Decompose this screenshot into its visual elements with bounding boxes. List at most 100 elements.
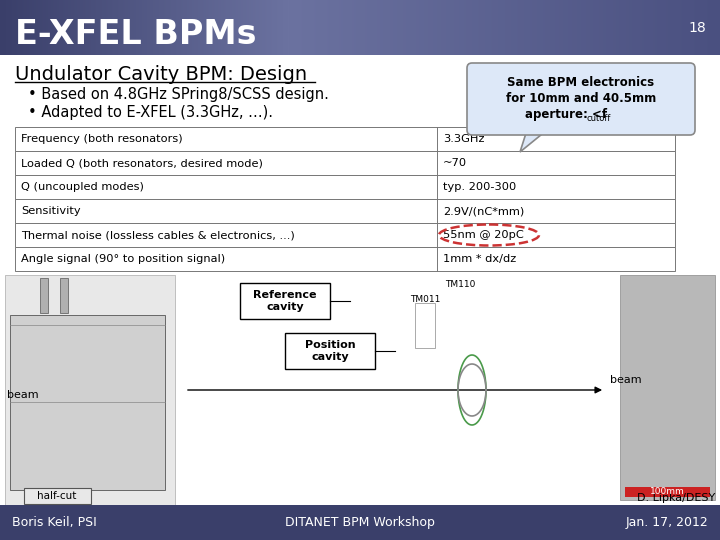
Bar xyxy=(0,33,720,34)
Bar xyxy=(0,6,720,7)
Bar xyxy=(15,151,675,175)
Bar xyxy=(0,16,720,17)
Bar xyxy=(0,7,720,8)
Bar xyxy=(0,27,720,28)
Text: Q (uncoupled modes): Q (uncoupled modes) xyxy=(21,182,144,192)
Bar xyxy=(40,278,48,313)
Text: cutoff: cutoff xyxy=(587,114,611,123)
Bar xyxy=(0,48,720,49)
Polygon shape xyxy=(520,130,547,152)
Text: TM110: TM110 xyxy=(445,280,475,289)
Bar xyxy=(0,24,720,25)
Bar xyxy=(625,487,710,497)
Bar xyxy=(0,15,720,16)
Bar xyxy=(0,11,720,12)
Text: Same BPM electronics: Same BPM electronics xyxy=(508,76,654,89)
Bar xyxy=(0,32,720,33)
Bar xyxy=(0,26,720,27)
Bar xyxy=(0,52,720,53)
FancyBboxPatch shape xyxy=(467,63,695,135)
Bar xyxy=(0,40,720,41)
Bar xyxy=(60,278,68,313)
Bar xyxy=(0,46,720,47)
Bar xyxy=(0,50,720,51)
Text: Sensitivity: Sensitivity xyxy=(21,206,81,216)
Text: Loaded Q (both resonators, desired mode): Loaded Q (both resonators, desired mode) xyxy=(21,158,263,168)
Bar xyxy=(0,42,720,43)
Text: 2.9V/(nC*mm): 2.9V/(nC*mm) xyxy=(443,206,524,216)
Bar xyxy=(0,21,720,22)
Bar xyxy=(0,8,720,9)
Text: D. Lipka/DESY: D. Lipka/DESY xyxy=(636,493,715,503)
Bar xyxy=(0,2,720,3)
Bar xyxy=(0,28,720,29)
Bar xyxy=(0,10,720,11)
Bar xyxy=(0,30,720,31)
Text: 3.3GHz: 3.3GHz xyxy=(443,134,485,144)
Text: Position
cavity: Position cavity xyxy=(305,340,355,362)
Text: typ. 200-300: typ. 200-300 xyxy=(443,182,516,192)
Bar xyxy=(0,18,720,19)
Text: Angle signal (90° to position signal): Angle signal (90° to position signal) xyxy=(21,254,225,264)
Bar xyxy=(0,14,720,15)
Bar xyxy=(0,35,720,36)
Bar xyxy=(0,3,720,4)
Bar xyxy=(0,34,720,35)
Bar xyxy=(0,47,720,48)
Bar xyxy=(0,41,720,42)
Text: Jan. 17, 2012: Jan. 17, 2012 xyxy=(625,516,708,529)
Bar xyxy=(0,13,720,14)
Bar xyxy=(0,51,720,52)
Bar xyxy=(0,36,720,37)
Text: ~70: ~70 xyxy=(443,158,467,168)
Bar xyxy=(0,54,720,55)
Bar xyxy=(0,37,720,38)
Text: beam: beam xyxy=(7,389,39,400)
Text: 55nm @ 20pC: 55nm @ 20pC xyxy=(443,230,523,240)
Bar xyxy=(5,275,175,505)
Text: E-XFEL BPMs: E-XFEL BPMs xyxy=(15,17,256,51)
Bar xyxy=(0,5,720,6)
Bar xyxy=(15,247,675,271)
Bar xyxy=(0,17,720,18)
Text: DITANET BPM Workshop: DITANET BPM Workshop xyxy=(285,516,435,529)
Bar xyxy=(285,333,375,369)
Bar xyxy=(0,12,720,13)
Bar xyxy=(0,43,720,44)
Text: half-cut: half-cut xyxy=(37,491,77,501)
Text: • Based on 4.8GHz SPring8/SCSS design.: • Based on 4.8GHz SPring8/SCSS design. xyxy=(28,87,329,102)
Bar xyxy=(0,55,720,540)
Bar xyxy=(15,127,675,151)
Text: 18: 18 xyxy=(688,21,706,35)
Bar xyxy=(0,23,720,24)
Bar xyxy=(620,275,715,500)
Text: TM011: TM011 xyxy=(410,295,440,304)
Text: for 10mm and 40.5mm: for 10mm and 40.5mm xyxy=(506,92,656,105)
Text: aperture: <f: aperture: <f xyxy=(525,108,607,121)
Text: Thermal noise (lossless cables & electronics, ...): Thermal noise (lossless cables & electro… xyxy=(21,230,294,240)
Bar xyxy=(0,45,720,46)
Text: 100mm: 100mm xyxy=(650,488,685,496)
Bar xyxy=(0,4,720,5)
Bar xyxy=(0,49,720,50)
Text: Undulator Cavity BPM: Design: Undulator Cavity BPM: Design xyxy=(15,65,307,84)
Bar xyxy=(0,53,720,54)
Bar xyxy=(0,20,720,21)
Bar xyxy=(0,38,720,39)
Bar xyxy=(0,505,720,540)
Bar xyxy=(0,0,720,1)
Bar xyxy=(15,175,675,199)
Bar xyxy=(0,31,720,32)
Text: Boris Keil, PSI: Boris Keil, PSI xyxy=(12,516,96,529)
Bar xyxy=(15,223,675,247)
Text: • Adapted to E-XFEL (3.3GHz, …).: • Adapted to E-XFEL (3.3GHz, …). xyxy=(28,105,273,120)
Bar xyxy=(0,19,720,20)
Bar xyxy=(0,29,720,30)
Bar xyxy=(0,9,720,10)
Bar xyxy=(0,25,720,26)
FancyBboxPatch shape xyxy=(24,488,91,504)
Bar xyxy=(10,315,165,490)
Text: Reference
cavity: Reference cavity xyxy=(253,290,317,312)
Bar xyxy=(0,1,720,2)
Bar xyxy=(240,283,330,319)
